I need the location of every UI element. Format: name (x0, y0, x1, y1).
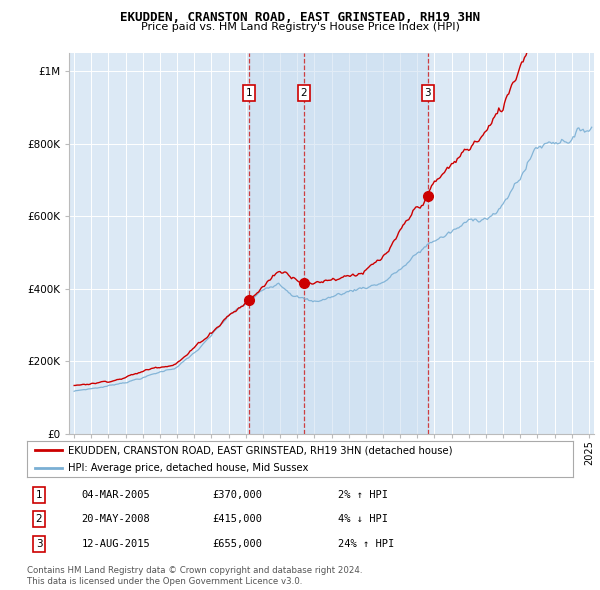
Text: Contains HM Land Registry data © Crown copyright and database right 2024.
This d: Contains HM Land Registry data © Crown c… (27, 566, 362, 586)
Text: 20-MAY-2008: 20-MAY-2008 (82, 514, 151, 524)
Text: 2% ↑ HPI: 2% ↑ HPI (338, 490, 388, 500)
Text: 3: 3 (424, 88, 431, 98)
Text: 12-AUG-2015: 12-AUG-2015 (82, 539, 151, 549)
Text: £415,000: £415,000 (212, 514, 263, 524)
Text: 4% ↓ HPI: 4% ↓ HPI (338, 514, 388, 524)
Text: EKUDDEN, CRANSTON ROAD, EAST GRINSTEAD, RH19 3HN (detached house): EKUDDEN, CRANSTON ROAD, EAST GRINSTEAD, … (68, 445, 452, 455)
Text: £655,000: £655,000 (212, 539, 263, 549)
Text: 1: 1 (245, 88, 252, 98)
Text: 1: 1 (35, 490, 43, 500)
Text: HPI: Average price, detached house, Mid Sussex: HPI: Average price, detached house, Mid … (68, 463, 308, 473)
Text: 3: 3 (35, 539, 43, 549)
Text: 04-MAR-2005: 04-MAR-2005 (82, 490, 151, 500)
Text: £370,000: £370,000 (212, 490, 263, 500)
Text: 24% ↑ HPI: 24% ↑ HPI (338, 539, 394, 549)
Bar (248, 53, 428, 434)
Text: 2: 2 (301, 88, 307, 98)
Text: 2: 2 (35, 514, 43, 524)
Text: EKUDDEN, CRANSTON ROAD, EAST GRINSTEAD, RH19 3HN: EKUDDEN, CRANSTON ROAD, EAST GRINSTEAD, … (120, 11, 480, 24)
Text: Price paid vs. HM Land Registry's House Price Index (HPI): Price paid vs. HM Land Registry's House … (140, 22, 460, 32)
